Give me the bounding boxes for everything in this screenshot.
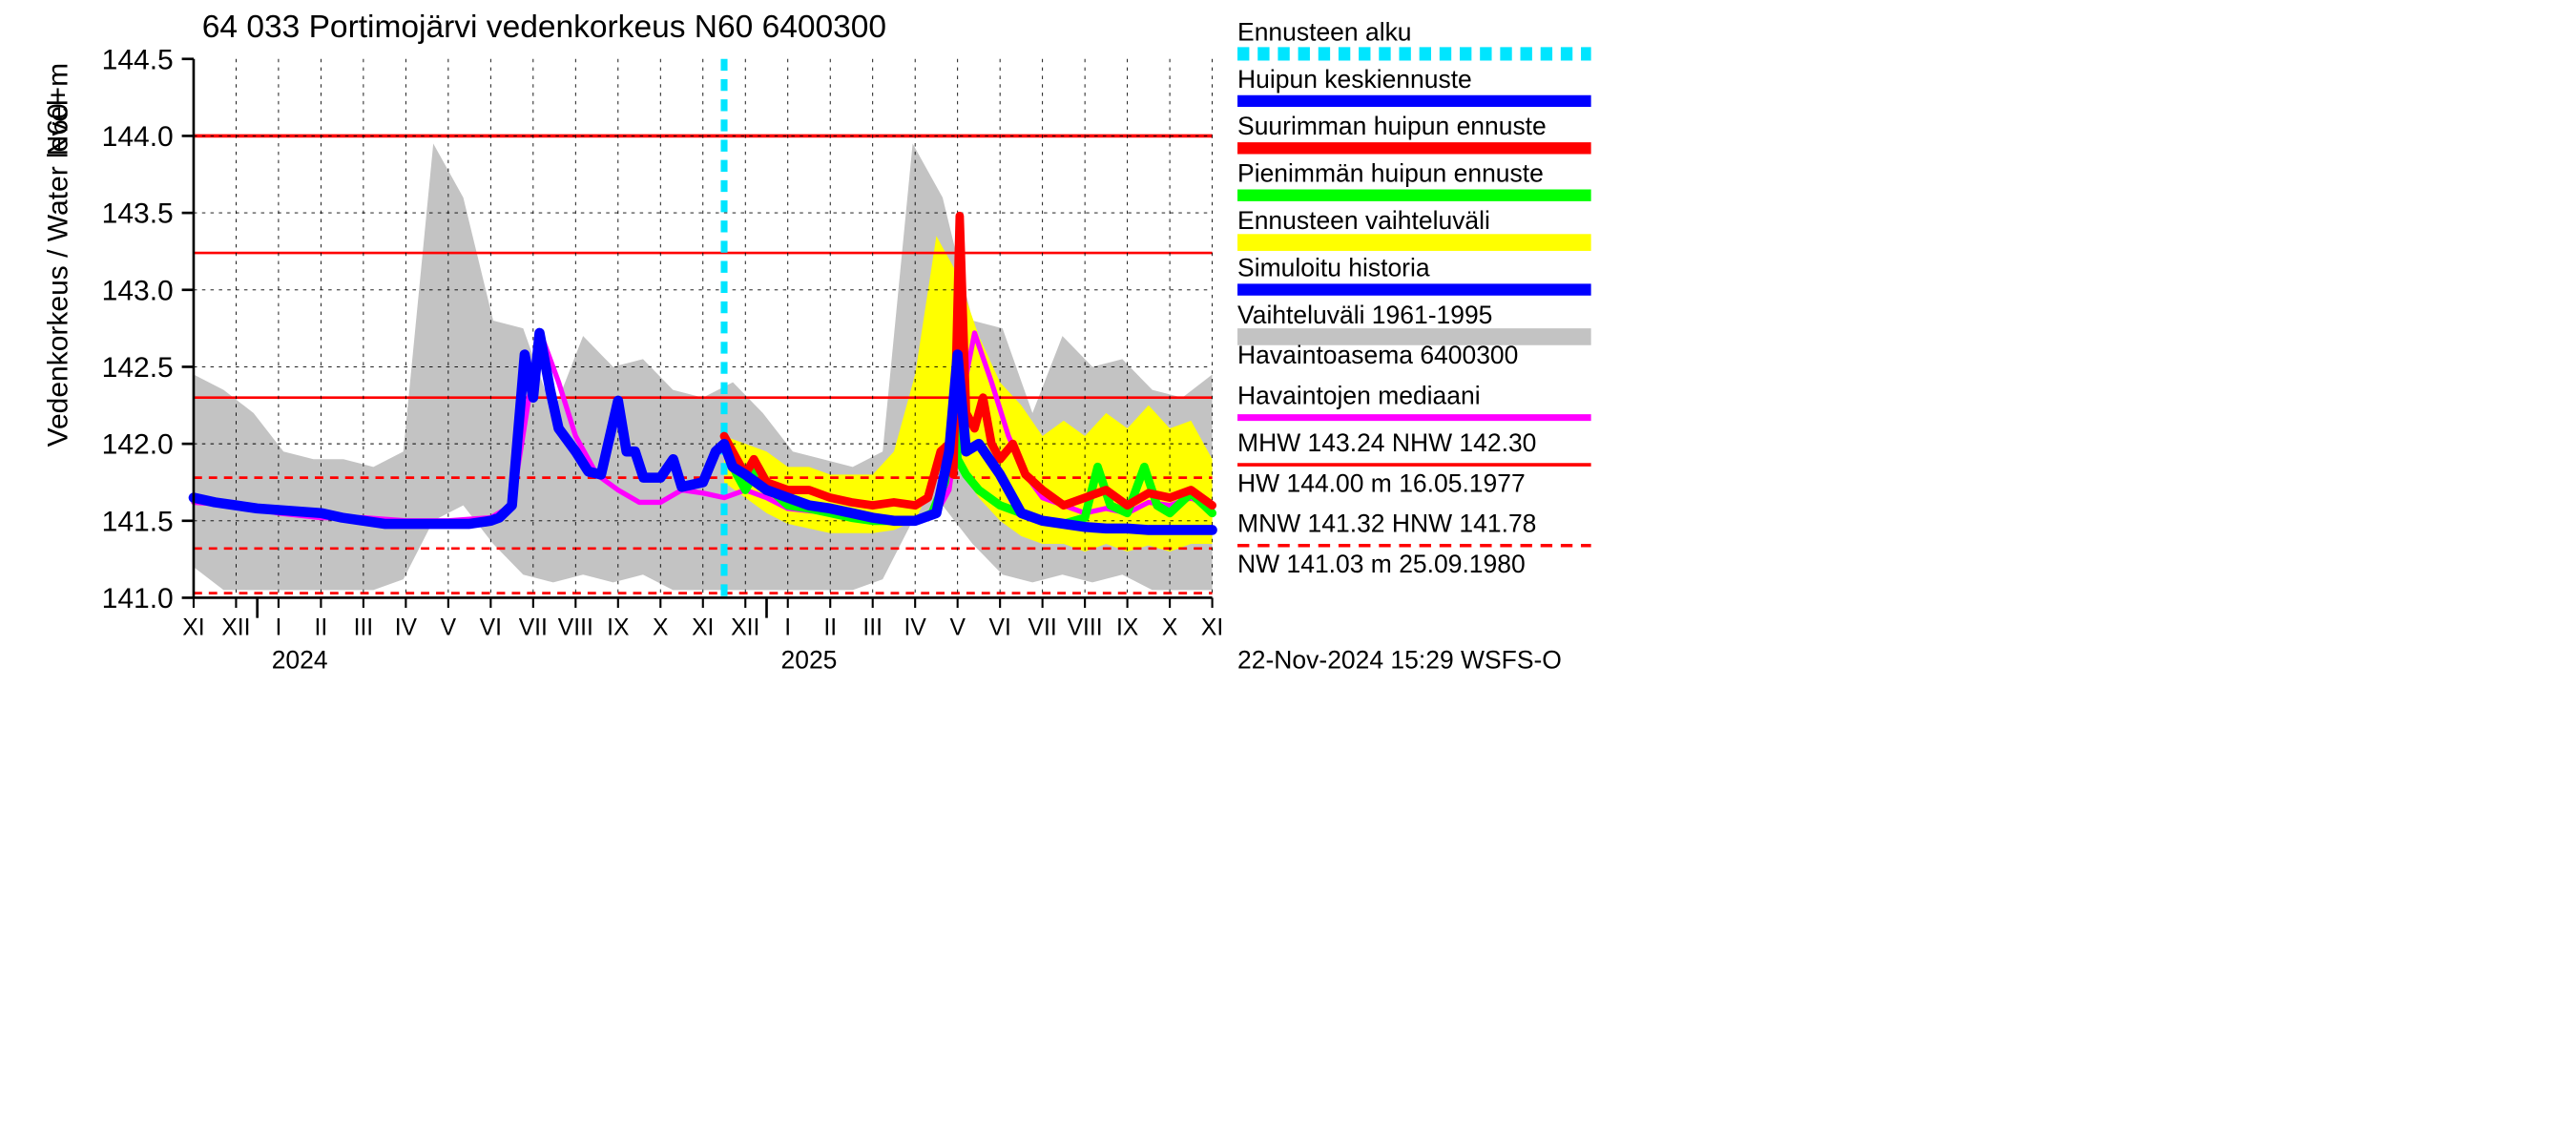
month-label: I xyxy=(275,614,281,640)
y-tick-label: 141.5 xyxy=(102,506,174,537)
chart-title: 64 033 Portimojärvi vedenkorkeus N60 640… xyxy=(202,10,886,45)
legend-label: Simuloitu historia xyxy=(1237,253,1430,281)
legend-label: Ennusteen vaihteluväli xyxy=(1237,206,1490,235)
legend-sublabel: HW 144.00 m 16.05.1977 xyxy=(1237,468,1526,497)
legend-swatch xyxy=(1237,234,1591,251)
y-tick-label: 141.0 xyxy=(102,583,174,614)
month-label: VI xyxy=(480,614,502,640)
month-label: IX xyxy=(607,614,629,640)
legend-label: Pienimmän huipun ennuste xyxy=(1237,159,1544,188)
month-label: XII xyxy=(731,614,759,640)
month-label: VI xyxy=(988,614,1010,640)
chart-svg: 141.0 141.5 142.0 142.5 143.0 143.5 144.0 144.5… xyxy=(0,0,2576,1145)
year-label: 2025 xyxy=(781,646,838,675)
y-tick-label: 142.5 xyxy=(102,352,174,384)
month-label: XI xyxy=(182,614,204,640)
month-label: VII xyxy=(1028,614,1057,640)
legend-label: Ennusteen alku xyxy=(1237,17,1411,46)
y-tick-label: 144.0 xyxy=(102,121,174,153)
month-label: IV xyxy=(904,614,927,640)
legend-label: Huipun keskiennuste xyxy=(1237,65,1472,94)
month-label: II xyxy=(823,614,837,640)
month-label: XI xyxy=(1201,614,1223,640)
month-label: X xyxy=(1162,614,1177,640)
y-axis-unit: N60+m xyxy=(43,63,74,156)
month-label: XI xyxy=(692,614,714,640)
legend-sublabel: NW 141.03 m 25.09.1980 xyxy=(1237,550,1526,578)
year-label: 2024 xyxy=(272,646,328,675)
month-label: VII xyxy=(519,614,548,640)
legend-label: Vaihteluväli 1961-1995 xyxy=(1237,301,1492,329)
month-label: III xyxy=(354,614,374,640)
y-tick-label: 143.5 xyxy=(102,198,174,230)
month-label: XII xyxy=(221,614,250,640)
month-label: V xyxy=(441,614,457,640)
month-label: II xyxy=(315,614,328,640)
legend-label: Suurimman huipun ennuste xyxy=(1237,112,1547,140)
y-tick-label: 144.5 xyxy=(102,44,174,75)
footer-timestamp: 22-Nov-2024 15:29 WSFS-O xyxy=(1237,646,1562,675)
legend-label: MHW 143.24 NHW 142.30 xyxy=(1237,428,1536,457)
month-label: III xyxy=(862,614,883,640)
legend-label: MNW 141.32 HNW 141.78 xyxy=(1237,510,1536,538)
month-label: VIII xyxy=(558,614,593,640)
chart-container: 141.0 141.5 142.0 142.5 143.0 143.5 144.0 144.5… xyxy=(0,0,2576,1145)
month-label: V xyxy=(949,614,966,640)
month-label: I xyxy=(784,614,791,640)
month-label: X xyxy=(653,614,668,640)
y-tick-label: 142.0 xyxy=(102,429,174,461)
legend-sublabel: Havaintoasema 6400300 xyxy=(1237,341,1518,369)
month-label: IX xyxy=(1116,614,1138,640)
y-tick-label: 143.0 xyxy=(102,275,174,306)
legend-label: Havaintojen mediaani xyxy=(1237,382,1481,410)
month-label: IV xyxy=(395,614,418,640)
month-label: VIII xyxy=(1068,614,1103,640)
